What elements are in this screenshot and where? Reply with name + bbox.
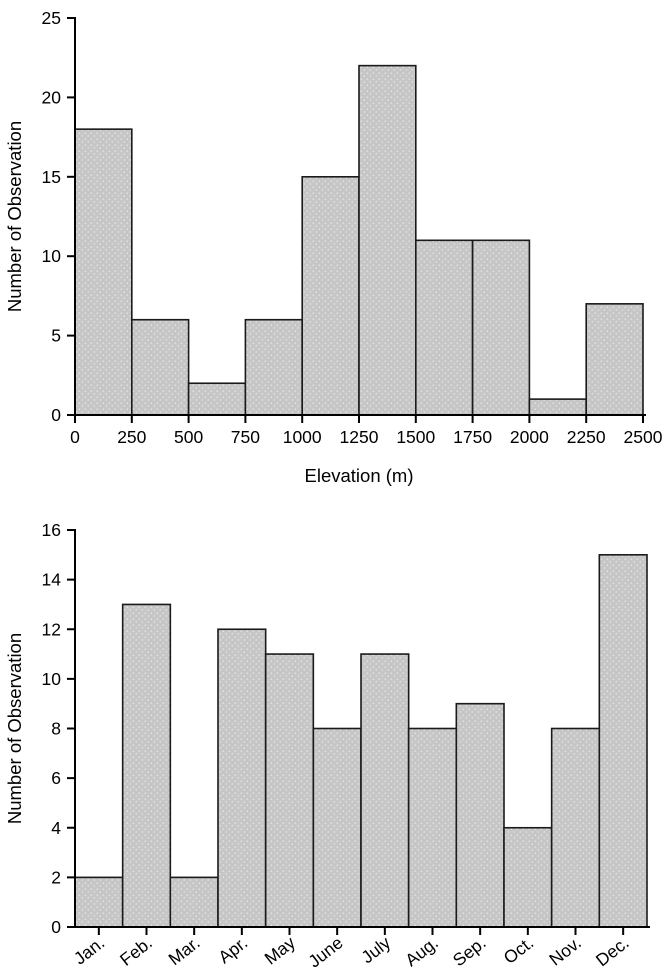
bar <box>312 727 362 928</box>
bar <box>131 318 190 416</box>
x-tick-label: 500 <box>174 427 203 447</box>
x-tick-label: 1750 <box>453 427 492 447</box>
y-axis-title: Number of Observation <box>4 633 25 824</box>
x-tick-label: 2500 <box>624 427 663 447</box>
bar <box>455 702 505 928</box>
x-tick-label: Mar. <box>164 932 203 969</box>
bar <box>414 239 474 416</box>
bar <box>585 303 644 416</box>
y-tick-label: 10 <box>42 669 62 689</box>
y-tick-label: 0 <box>51 405 61 425</box>
bar <box>244 318 303 416</box>
elevation-histogram-figure: 0 5 10 15 20 25 0 250 500 750 1000 1250 1500 1750 2000… <box>4 8 663 486</box>
y-tick-label: 2 <box>51 867 61 887</box>
monthly-histogram-chart: 0 2 4 6 8 10 12 14 16 Jan. Feb. Mar. Apr. May June July… <box>4 520 650 972</box>
bar <box>264 653 315 928</box>
x-tick-label: 250 <box>117 427 146 447</box>
bar <box>74 128 133 416</box>
y-tick-label: 8 <box>51 719 61 739</box>
x-tick-label: 750 <box>231 427 260 447</box>
bar <box>528 398 588 416</box>
x-tick-label: Feb. <box>116 932 156 969</box>
y-tick-label: 15 <box>42 167 61 187</box>
y-tick-label: 6 <box>51 768 61 788</box>
x-tick-label: July <box>357 932 394 967</box>
bar <box>217 628 267 928</box>
x-tick-label: Dec. <box>592 932 633 970</box>
y-tick-label: 16 <box>42 520 61 540</box>
y-tick-label: 14 <box>42 570 62 590</box>
x-tick-label: May <box>261 932 300 968</box>
x-tick-label: Aug. <box>401 932 442 970</box>
y-tick-label: 0 <box>51 917 61 937</box>
x-tick-label: Nov. <box>545 932 585 969</box>
bar <box>358 64 417 416</box>
y-tick-label: 10 <box>42 246 62 266</box>
y-tick-label: 5 <box>51 326 61 346</box>
x-tick-label: Sep. <box>449 932 490 970</box>
x-tick-label: Jan. <box>70 932 108 968</box>
bar <box>169 876 219 928</box>
bar <box>407 727 458 928</box>
x-tick-label: Apr. <box>214 932 251 967</box>
x-axis-title: Elevation (m) <box>305 465 414 486</box>
bar <box>121 603 172 928</box>
y-tick-label: 20 <box>42 87 62 107</box>
x-tick-label: 0 <box>70 427 80 447</box>
y-tick-label: 25 <box>42 8 61 28</box>
bar <box>187 382 247 416</box>
bar <box>301 176 360 416</box>
bar <box>550 727 601 928</box>
bar <box>360 653 410 928</box>
y-tick-label: 4 <box>51 818 61 838</box>
x-tick-label: 1500 <box>396 427 435 447</box>
x-tick-label: 2000 <box>510 427 549 447</box>
y-axis-title: Number of Observation <box>4 121 25 312</box>
x-tick-label: June <box>304 932 346 971</box>
bar <box>471 239 531 416</box>
y-tick-label: 12 <box>42 619 61 639</box>
bar <box>598 554 648 928</box>
x-tick-label: 1250 <box>340 427 379 447</box>
x-tick-label: 1000 <box>283 427 322 447</box>
bar <box>74 876 124 928</box>
x-tick-label: Oct. <box>500 932 538 968</box>
x-tick-label: 2250 <box>567 427 606 447</box>
bar <box>503 826 553 928</box>
monthly-histogram-figure: 0 2 4 6 8 10 12 14 16 Jan. Feb. Mar. Apr. May June July… <box>0 510 671 980</box>
